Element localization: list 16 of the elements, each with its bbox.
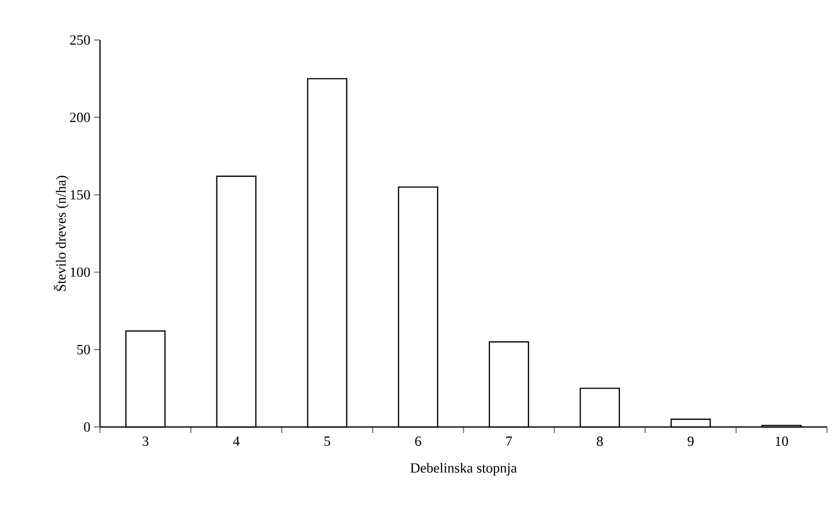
x-tick-label: 6 <box>415 436 422 446</box>
x-axis-title: Debelinska stopnja <box>410 462 517 476</box>
x-tick-label: 4 <box>233 436 240 446</box>
x-tick-label: 10 <box>776 436 788 446</box>
y-tick-label: 200 <box>70 112 90 122</box>
x-tick-label: 5 <box>324 436 330 446</box>
y-tick-label: 100 <box>70 267 90 277</box>
y-tick-label: 250 <box>70 35 90 45</box>
y-tick-label: 0 <box>84 422 90 432</box>
x-tick-label: 8 <box>596 436 603 446</box>
y-tick-label: 150 <box>70 190 90 200</box>
x-tick-label: 7 <box>506 436 512 446</box>
x-tick-label: 9 <box>688 436 694 446</box>
y-tick-label: 50 <box>77 344 90 354</box>
y-axis-title: Število dreves (n/ha) <box>54 176 69 291</box>
x-tick-label: 3 <box>142 436 148 446</box>
